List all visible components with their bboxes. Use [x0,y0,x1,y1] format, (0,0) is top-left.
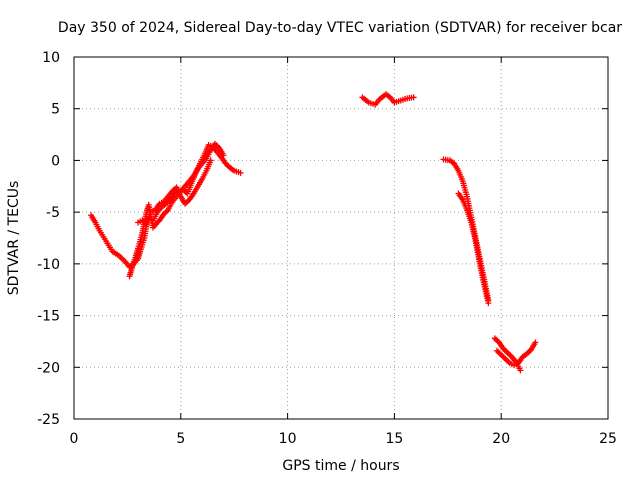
x-tick-label: 25 [599,431,617,447]
y-tick-label: 0 [51,153,60,169]
y-tick-label: 5 [51,102,60,118]
y-axis-ticks: -25 -20 -15 -10 -5 0 5 10 [37,50,608,428]
x-tick-label: 20 [492,431,510,447]
x-tick-label: 5 [176,431,185,447]
y-tick-label: -15 [37,309,60,325]
data-point [220,152,227,159]
x-axis-ticks: 0 5 10 15 20 25 [70,57,617,447]
x-tick-label: 0 [70,431,79,447]
chart-title: Day 350 of 2024, Sidereal Day-to-day VTE… [58,20,622,36]
y-tick-label: -25 [37,412,60,428]
grid-lines [74,57,608,419]
x-tick-label: 15 [385,431,403,447]
data-point [517,367,524,374]
data-point [532,339,539,346]
y-tick-label: -10 [37,257,60,273]
y-tick-label: -20 [37,360,60,376]
data-point [207,157,214,164]
plot-frame [73,56,609,420]
y-tick-label: -5 [46,205,60,221]
y-tick-label: 10 [42,50,60,66]
data-points [88,91,539,374]
data-point [410,94,417,101]
data-point [485,300,492,307]
x-axis-label: GPS time / hours [282,458,399,474]
data-point [237,169,244,176]
y-axis-label: SDTVAR / TECUs [6,181,22,296]
x-tick-label: 10 [279,431,297,447]
